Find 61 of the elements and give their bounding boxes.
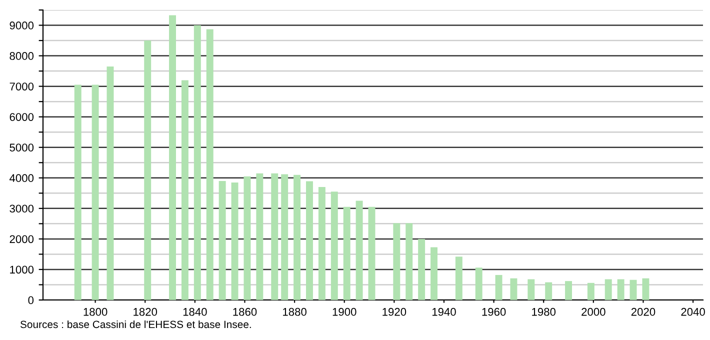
bar	[218, 180, 226, 300]
source-note: Sources : base Cassini de l'EHESS et base Insee.	[20, 320, 251, 328]
bar	[430, 247, 438, 300]
x-tick-label: 2000	[582, 308, 606, 316]
bar	[294, 174, 301, 300]
bar	[169, 15, 176, 300]
bar	[455, 256, 462, 300]
bar	[368, 206, 376, 300]
x-tick-label: 1860	[233, 308, 257, 316]
bar	[604, 279, 612, 300]
x-tick-label: 1800	[84, 308, 108, 316]
bar	[495, 274, 502, 300]
y-tick-label: 2000	[10, 235, 34, 244]
bar	[206, 29, 214, 300]
bar	[565, 281, 572, 300]
x-tick-label: 1960	[482, 308, 506, 316]
x-tick-label: 2040	[681, 308, 705, 316]
x-tick-label: 1880	[283, 308, 306, 316]
bar	[318, 187, 326, 300]
bar	[510, 278, 518, 300]
bar	[74, 84, 82, 300]
bar	[528, 279, 535, 300]
y-tick-label: 9000	[10, 22, 34, 30]
bar	[617, 279, 624, 300]
y-tick-label: 8000	[10, 52, 34, 60]
x-tick-label: 1940	[432, 308, 456, 316]
y-tick-label: 3000	[10, 204, 34, 213]
bar	[281, 174, 288, 300]
bar	[475, 268, 482, 300]
bar	[144, 40, 152, 300]
bar	[181, 80, 188, 300]
x-tick-label: 1900	[332, 308, 356, 316]
bar	[106, 66, 114, 300]
bar	[587, 282, 594, 300]
bar	[393, 223, 400, 300]
bar	[545, 282, 552, 300]
x-tick-label: 2020	[631, 308, 656, 316]
bar	[418, 238, 426, 300]
y-tick-label: 0	[28, 296, 34, 304]
bar	[630, 280, 637, 300]
x-tick-label: 1820	[134, 308, 158, 316]
y-tick-label: 5000	[10, 144, 34, 152]
bar	[343, 206, 350, 300]
bar	[231, 182, 238, 300]
x-tick-label: 1840	[183, 308, 207, 316]
x-tick-label: 1980	[532, 308, 556, 316]
y-tick-label: 4000	[10, 174, 34, 182]
bar	[256, 173, 264, 300]
bar	[92, 84, 99, 300]
y-tick-label: 1000	[10, 266, 34, 274]
bar	[330, 192, 338, 300]
bar	[406, 223, 413, 300]
bar	[194, 25, 201, 300]
bar	[306, 181, 313, 300]
x-tick-label: 1920	[382, 308, 406, 316]
y-tick-label: 6000	[10, 113, 34, 121]
bar	[244, 176, 251, 300]
bar	[642, 278, 650, 300]
bar	[271, 173, 278, 300]
y-tick-label: 7000	[10, 82, 34, 90]
bar	[356, 200, 363, 300]
